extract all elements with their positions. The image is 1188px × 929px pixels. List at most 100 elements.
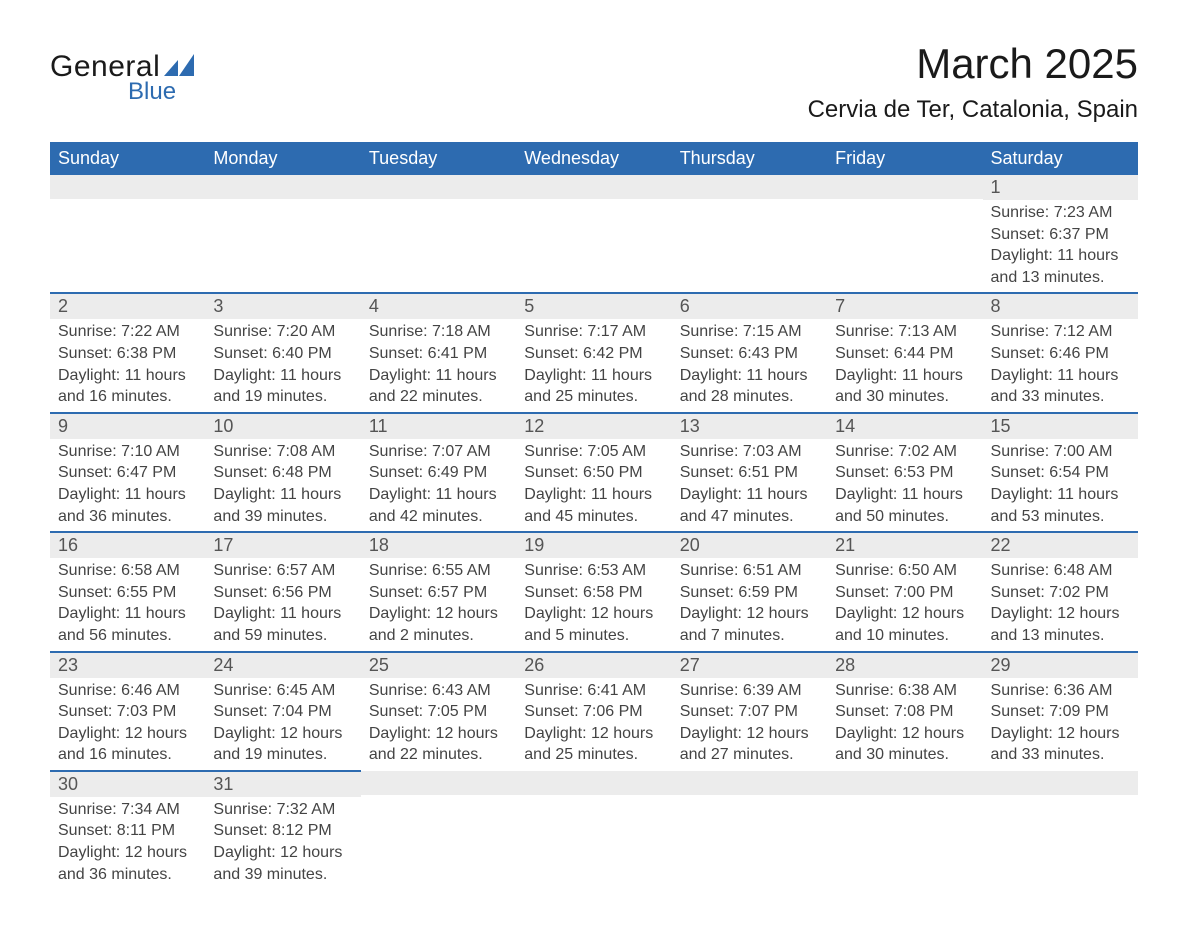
day-details: Sunrise: 7:08 AMSunset: 6:48 PMDaylight:… <box>205 439 360 531</box>
calendar-cell: 16Sunrise: 6:58 AMSunset: 6:55 PMDayligh… <box>50 532 205 651</box>
day-details: Sunrise: 7:02 AMSunset: 6:53 PMDaylight:… <box>827 439 982 531</box>
sunset-label: Sunset: <box>835 703 889 720</box>
day-number <box>827 175 982 199</box>
day-details <box>827 795 982 875</box>
sunset-value: 6:43 PM <box>738 345 798 362</box>
sunrise-line: Sunrise: 6:57 AM <box>213 560 352 582</box>
sunset-line: Sunset: 7:05 PM <box>369 701 508 723</box>
title-block: March 2025 Cervia de Ter, Catalonia, Spa… <box>808 40 1138 124</box>
sunrise-value: 7:03 AM <box>743 443 802 460</box>
daylight-label: Daylight: <box>680 725 742 742</box>
sunrise-label: Sunrise: <box>369 323 428 340</box>
daylight-line: Daylight: 11 hours and 47 minutes. <box>680 484 819 527</box>
sunrise-value: 7:12 AM <box>1054 323 1113 340</box>
sunrise-value: 6:41 AM <box>587 682 646 699</box>
sunset-value: 7:05 PM <box>428 703 488 720</box>
daylight-line: Daylight: 12 hours and 36 minutes. <box>58 842 197 885</box>
sunrise-label: Sunrise: <box>835 443 894 460</box>
sunset-line: Sunset: 7:02 PM <box>991 582 1130 604</box>
calendar-week: 16Sunrise: 6:58 AMSunset: 6:55 PMDayligh… <box>50 532 1138 651</box>
sunrise-line: Sunrise: 7:00 AM <box>991 441 1130 463</box>
sunrise-line: Sunrise: 6:39 AM <box>680 680 819 702</box>
daylight-label: Daylight: <box>991 486 1053 503</box>
day-header: Friday <box>827 142 982 175</box>
calendar-cell: 18Sunrise: 6:55 AMSunset: 6:57 PMDayligh… <box>361 532 516 651</box>
sunrise-line: Sunrise: 7:23 AM <box>991 202 1130 224</box>
day-number: 18 <box>361 533 516 558</box>
sunset-label: Sunset: <box>524 345 578 362</box>
day-header: Sunday <box>50 142 205 175</box>
calendar-cell: 30Sunrise: 7:34 AMSunset: 8:11 PMDayligh… <box>50 771 205 889</box>
day-number: 14 <box>827 414 982 439</box>
sunset-line: Sunset: 7:07 PM <box>680 701 819 723</box>
sunrise-line: Sunrise: 6:48 AM <box>991 560 1130 582</box>
day-details: Sunrise: 7:03 AMSunset: 6:51 PMDaylight:… <box>672 439 827 531</box>
daylight-line: Daylight: 12 hours and 7 minutes. <box>680 603 819 646</box>
calendar-week: 9Sunrise: 7:10 AMSunset: 6:47 PMDaylight… <box>50 413 1138 532</box>
sunset-line: Sunset: 6:56 PM <box>213 582 352 604</box>
calendar-cell: 13Sunrise: 7:03 AMSunset: 6:51 PMDayligh… <box>672 413 827 532</box>
sunrise-label: Sunrise: <box>680 323 739 340</box>
day-number <box>361 175 516 199</box>
daylight-line: Daylight: 11 hours and 39 minutes. <box>213 484 352 527</box>
sunset-label: Sunset: <box>58 345 112 362</box>
day-number: 22 <box>983 533 1138 558</box>
calendar-cell: 3Sunrise: 7:20 AMSunset: 6:40 PMDaylight… <box>205 293 360 412</box>
sunrise-line: Sunrise: 7:10 AM <box>58 441 197 463</box>
day-details: Sunrise: 7:22 AMSunset: 6:38 PMDaylight:… <box>50 319 205 411</box>
sunrise-label: Sunrise: <box>991 443 1050 460</box>
day-number <box>827 771 982 795</box>
calendar-cell: 7Sunrise: 7:13 AMSunset: 6:44 PMDaylight… <box>827 293 982 412</box>
calendar-cell <box>50 175 205 293</box>
sunset-line: Sunset: 7:06 PM <box>524 701 663 723</box>
calendar-cell: 12Sunrise: 7:05 AMSunset: 6:50 PMDayligh… <box>516 413 671 532</box>
day-details: Sunrise: 6:36 AMSunset: 7:09 PMDaylight:… <box>983 678 1138 770</box>
sunset-value: 7:07 PM <box>738 703 798 720</box>
sunrise-value: 6:50 AM <box>898 562 957 579</box>
sunrise-line: Sunrise: 7:05 AM <box>524 441 663 463</box>
sunset-label: Sunset: <box>58 584 112 601</box>
sunset-value: 6:44 PM <box>894 345 954 362</box>
day-details <box>50 199 205 279</box>
sunset-value: 6:41 PM <box>428 345 488 362</box>
calendar-cell: 20Sunrise: 6:51 AMSunset: 6:59 PMDayligh… <box>672 532 827 651</box>
sunrise-line: Sunrise: 6:36 AM <box>991 680 1130 702</box>
sunset-value: 6:55 PM <box>117 584 177 601</box>
sunrise-line: Sunrise: 6:51 AM <box>680 560 819 582</box>
sunset-value: 7:04 PM <box>272 703 332 720</box>
sunset-line: Sunset: 6:51 PM <box>680 462 819 484</box>
daylight-line: Daylight: 12 hours and 13 minutes. <box>991 603 1130 646</box>
daylight-label: Daylight: <box>680 605 742 622</box>
daylight-label: Daylight: <box>524 486 586 503</box>
sunset-value: 6:49 PM <box>428 464 488 481</box>
sunrise-label: Sunrise: <box>213 323 272 340</box>
sunrise-value: 6:57 AM <box>277 562 336 579</box>
daylight-label: Daylight: <box>213 367 275 384</box>
sunset-value: 6:58 PM <box>583 584 643 601</box>
day-details: Sunrise: 7:13 AMSunset: 6:44 PMDaylight:… <box>827 319 982 411</box>
sunset-value: 6:57 PM <box>428 584 488 601</box>
sunset-line: Sunset: 7:08 PM <box>835 701 974 723</box>
sunrise-line: Sunrise: 7:08 AM <box>213 441 352 463</box>
calendar-cell: 9Sunrise: 7:10 AMSunset: 6:47 PMDaylight… <box>50 413 205 532</box>
sunrise-label: Sunrise: <box>369 443 428 460</box>
sunrise-line: Sunrise: 6:38 AM <box>835 680 974 702</box>
sunset-label: Sunset: <box>58 703 112 720</box>
sunrise-line: Sunrise: 7:22 AM <box>58 321 197 343</box>
day-number: 29 <box>983 653 1138 678</box>
sunrise-label: Sunrise: <box>680 443 739 460</box>
sunset-value: 6:47 PM <box>117 464 177 481</box>
daylight-label: Daylight: <box>835 367 897 384</box>
sunset-label: Sunset: <box>991 226 1045 243</box>
daylight-label: Daylight: <box>213 725 275 742</box>
sunset-value: 8:11 PM <box>117 822 175 839</box>
day-details: Sunrise: 6:41 AMSunset: 7:06 PMDaylight:… <box>516 678 671 770</box>
sunrise-line: Sunrise: 7:13 AM <box>835 321 974 343</box>
sunset-line: Sunset: 6:58 PM <box>524 582 663 604</box>
daylight-label: Daylight: <box>680 486 742 503</box>
day-details <box>516 199 671 279</box>
daylight-line: Daylight: 11 hours and 50 minutes. <box>835 484 974 527</box>
day-header: Thursday <box>672 142 827 175</box>
calendar-cell: 1Sunrise: 7:23 AMSunset: 6:37 PMDaylight… <box>983 175 1138 293</box>
logo: General Blue <box>50 40 194 106</box>
